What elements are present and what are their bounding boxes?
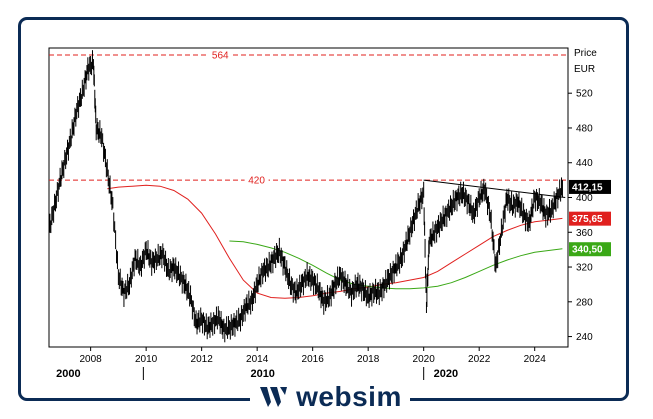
x-tick-label: 2012 xyxy=(191,354,214,365)
level-label: 564 xyxy=(212,50,229,61)
y-tick-label: 280 xyxy=(576,297,593,308)
y-tick-label: 480 xyxy=(576,123,593,134)
x-tick-label: 2024 xyxy=(524,354,547,365)
price-badge xyxy=(569,211,611,226)
era-label: 2020 xyxy=(434,368,458,380)
x-tick-label: 2014 xyxy=(246,354,269,365)
websim-logo-mark xyxy=(260,387,288,407)
x-tick-label: 2008 xyxy=(80,354,103,365)
price-badge xyxy=(569,179,611,194)
era-label: 2000 xyxy=(56,368,80,380)
trend-line xyxy=(423,179,566,198)
y-tick-label: 400 xyxy=(576,193,593,204)
y-tick-label: 440 xyxy=(576,158,593,169)
websim-logo: websim xyxy=(250,380,410,414)
level-label-bg xyxy=(244,174,269,187)
level-label: 420 xyxy=(248,176,265,187)
x-tick-label: 2018 xyxy=(357,354,380,365)
y-tick-label: 240 xyxy=(576,332,593,343)
x-tick-label: 2010 xyxy=(135,354,158,365)
era-label: 2010 xyxy=(250,368,274,380)
price-badge-label: 375,65 xyxy=(572,214,603,225)
level-label-bg xyxy=(208,48,233,61)
x-tick-label: 2020 xyxy=(413,354,436,365)
chart-frame: 564 420 Price EUR 240 280 320 360 400 440 480 520 2… xyxy=(18,17,629,401)
y-tick-label: 320 xyxy=(576,263,593,274)
price-chart: 564 420 Price EUR 240 280 320 360 400 440 480 520 2… xyxy=(48,47,611,380)
y-axis-unit: EUR xyxy=(574,64,595,75)
plot-area xyxy=(48,47,569,348)
y-axis-title: Price xyxy=(574,48,597,59)
price-badge-label: 340,50 xyxy=(572,245,603,256)
price-badge xyxy=(569,242,611,257)
y-tick-label: 360 xyxy=(576,228,593,239)
y-tick-label: 520 xyxy=(576,89,593,100)
ma-line xyxy=(229,240,563,290)
x-tick-label: 2016 xyxy=(302,354,325,365)
brand-name: websim xyxy=(296,381,402,412)
price-badge-label: 412,15 xyxy=(572,182,603,193)
x-tick-label: 2022 xyxy=(468,354,491,365)
